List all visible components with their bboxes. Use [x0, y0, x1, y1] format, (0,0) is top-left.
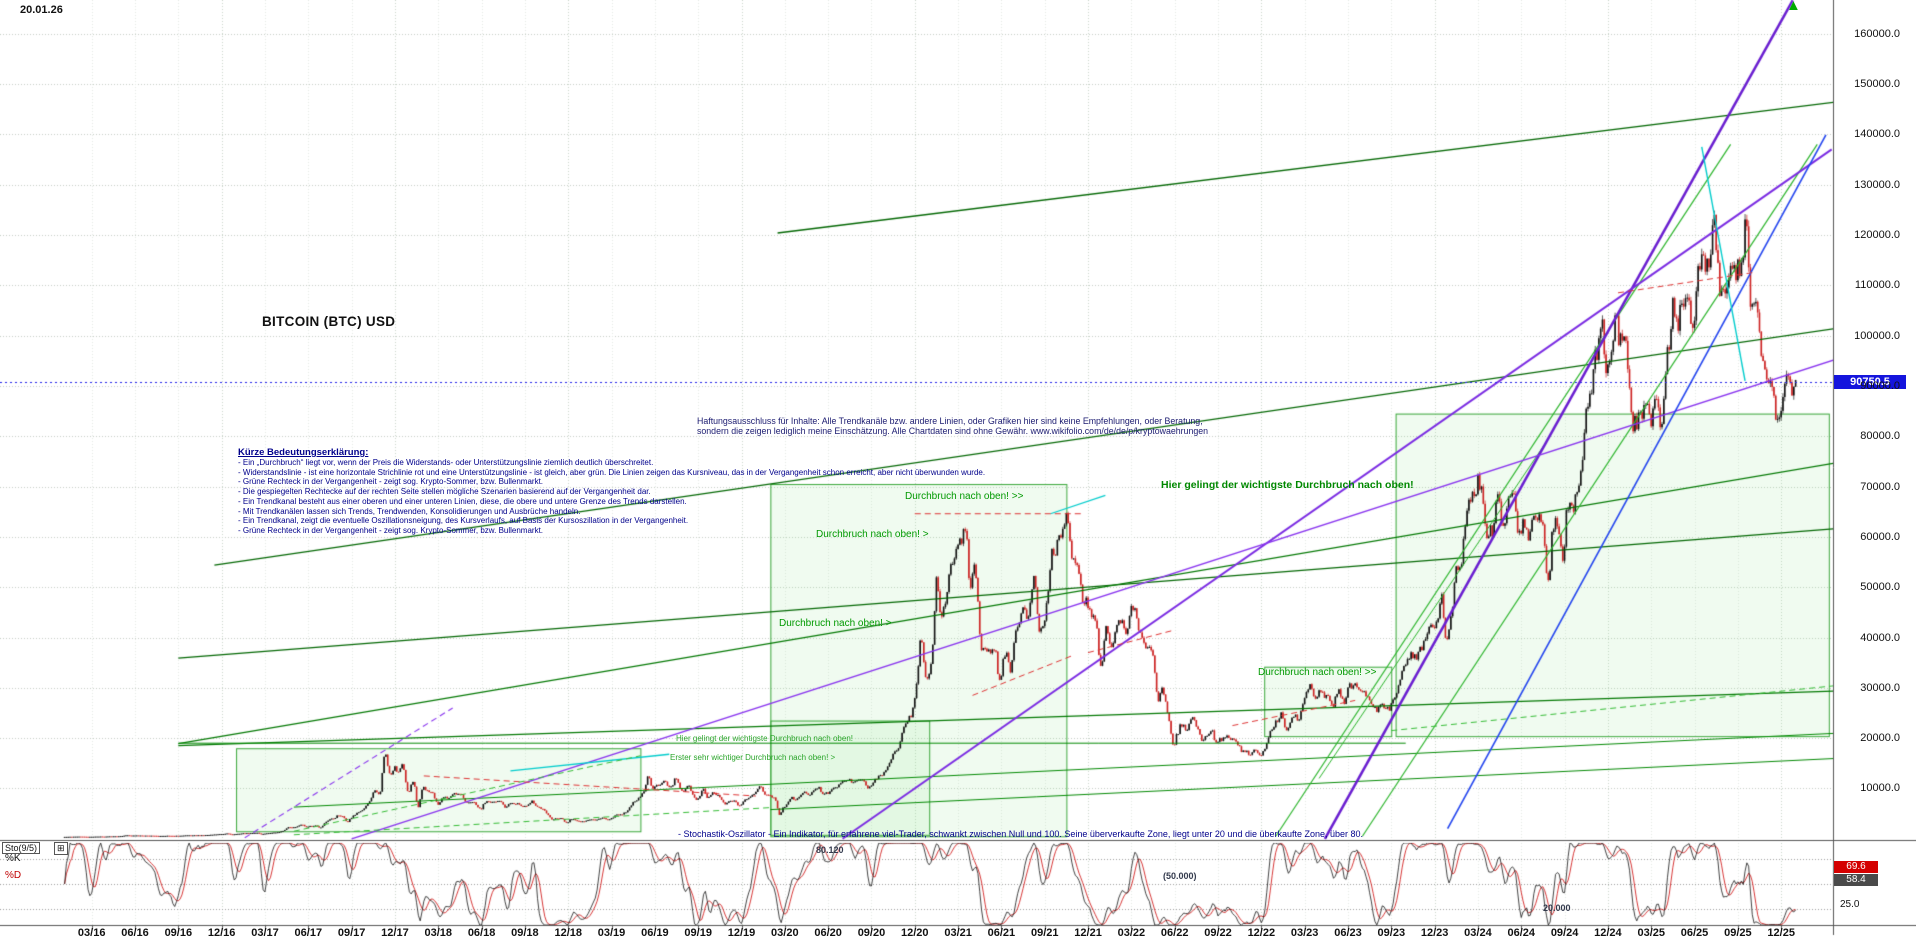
disclaimer-line2: sondern die zeigen lediglich meine Einsc…	[697, 426, 1209, 436]
x-axis-label: 09/16	[164, 927, 193, 939]
x-axis-label: 12/18	[554, 927, 582, 939]
price-axis-label: 20000.0	[1860, 732, 1900, 745]
x-axis-label: 12/25	[1767, 927, 1795, 939]
x-axis-label: 09/23	[1377, 927, 1406, 939]
x-axis-label: 12/24	[1594, 927, 1622, 939]
x-axis-label: 03/17	[251, 927, 279, 939]
x-axis-label: 12/22	[1247, 927, 1276, 939]
x-axis-label: 03/20	[771, 927, 799, 939]
annotation-big: Hier gelingt der wichtigste Durchbruch n…	[1161, 479, 1414, 491]
x-axis-label: 09/21	[1030, 927, 1059, 939]
annotation-db1: Durchbruch nach oben! >>	[905, 491, 1024, 502]
x-axis-label: 03/21	[944, 927, 972, 939]
price-axis-label: 130000.0	[1854, 178, 1900, 191]
x-axis-label: 12/17	[381, 927, 409, 939]
legend-line: - Widerstandslinie - ist eine horizontal…	[238, 467, 986, 477]
x-axis-label: 12/16	[207, 927, 236, 939]
x-axis-label: 06/18	[467, 927, 496, 939]
add-indicator-button[interactable]: ⊞	[54, 842, 68, 855]
x-axis-label: 06/17	[294, 927, 323, 939]
x-axis-label: 03/22	[1117, 927, 1146, 939]
x-axis-label: 06/21	[987, 927, 1016, 939]
x-axis-label: 12/19	[727, 927, 756, 939]
price-axis-label: 60000.0	[1860, 530, 1900, 543]
price-axis-label: 120000.0	[1854, 228, 1900, 241]
price-axis-label: 90000.0	[1860, 379, 1900, 392]
annotation-lvl80: 80.120	[816, 845, 844, 855]
price-axis-label: 110000.0	[1854, 279, 1900, 292]
price-axis-label: 80000.0	[1860, 430, 1900, 443]
x-axis-label: 06/19	[641, 927, 669, 939]
legend-line: - Ein „Durchbruch“ liegt vor, wenn der P…	[238, 458, 654, 467]
x-axis-label: 12/20	[901, 927, 929, 939]
x-axis-label: 09/20	[857, 927, 886, 939]
price-axis-label: 150000.0	[1854, 78, 1900, 90]
price-axis-label: 160000.0	[1854, 27, 1900, 40]
x-axis-label: 09/25	[1724, 927, 1752, 939]
annotation-db4: Durchbruch nach oben! >>	[1258, 667, 1377, 678]
x-axis-label: 12/21	[1074, 927, 1102, 939]
oscillator-scale-label: 25.0	[1840, 899, 1860, 910]
chart-date-label: 20.01.26	[20, 4, 63, 16]
k-line-label: %K	[5, 853, 21, 864]
x-axis-label: 06/25	[1680, 927, 1709, 939]
legend-line: - Die gespiegelten Rechtecke auf der rec…	[238, 487, 651, 497]
k-value-tag: 69.6	[1834, 861, 1878, 873]
x-axis-label: 03/16	[77, 927, 106, 939]
annotation-lvl20: 20.000	[1543, 903, 1571, 913]
current-price-tag: 90750.5	[1834, 375, 1906, 389]
sto-label-text: Sto(9/5)	[5, 843, 38, 853]
price-axis-label: 70000.0	[1860, 480, 1900, 493]
x-axis-label: 12/23	[1420, 927, 1449, 939]
x-axis-label: 06/24	[1507, 927, 1536, 939]
disclaimer-line1: Haftungsausschluss für Inhalte: Alle Tre…	[697, 416, 1203, 426]
annotation-small1: Hier gelingt der wichtigste Durchbruch n…	[676, 734, 853, 743]
x-axis-label: 06/20	[814, 927, 842, 939]
legend-line: - Grüne Rechteck in der Vergangenheit - …	[238, 525, 544, 535]
x-axis-label: 03/24	[1464, 927, 1492, 939]
annotation-small2: Erster sehr wichtiger Durchbruch nach ob…	[670, 753, 836, 762]
legend-line: - Mit Trendkanälen lassen sich Trends, T…	[238, 506, 581, 516]
x-axis-label: 09/18	[511, 927, 539, 939]
annotation-stoch: - Stochastik-Oszillator - Ein Indikator,…	[678, 829, 1364, 839]
annotation-db3: Durchbruch nach oben! >	[779, 618, 892, 629]
x-axis-label: 03/23	[1290, 927, 1319, 939]
x-axis-label: 09/24	[1550, 927, 1579, 939]
price-axis-label: 40000.0	[1860, 631, 1900, 644]
chart-title: BITCOIN (BTC) USD	[262, 314, 396, 329]
stochastic-indicator-label[interactable]: Sto(9/5)	[2, 842, 41, 854]
legend-line: - Ein Trendkanal, zeigt die eventuelle O…	[238, 516, 689, 526]
x-axis-label: 09/17	[337, 927, 366, 939]
price-axis-label: 10000.0	[1860, 782, 1900, 795]
x-axis-label: 09/22	[1204, 927, 1232, 939]
up-arrow-icon: ▲	[1786, 0, 1801, 14]
disclaimer: Haftungsausschluss für Inhalte: Alle Tre…	[697, 416, 1208, 436]
x-axis-label: 06/16	[121, 927, 149, 939]
price-axis-label: 140000.0	[1854, 128, 1900, 141]
x-axis-label: 06/23	[1334, 927, 1362, 939]
legend-title: Kürze Bedeutungserklärung:	[238, 447, 369, 458]
price-axis-label: 50000.0	[1860, 581, 1900, 594]
d-line-label: %D	[5, 870, 22, 881]
price-axis-label: 30000.0	[1860, 681, 1900, 694]
x-axis-label: 03/19	[597, 927, 626, 939]
legend-line: - Ein Trendkanal besteht aus einer obere…	[238, 496, 687, 506]
annotation-db2: Durchbruch nach oben! >	[816, 529, 929, 540]
annotation-lvl50: (50.000)	[1163, 871, 1197, 881]
x-axis-label: 03/25	[1637, 927, 1665, 939]
x-axis-label: 06/22	[1160, 927, 1189, 939]
legend-block: Kürze Bedeutungserklärung: - Ein „Durchb…	[238, 447, 985, 536]
legend-lines: - Ein „Durchbruch“ liegt vor, wenn der P…	[238, 458, 985, 536]
x-axis-label: 03/18	[424, 927, 453, 939]
x-axis-label: 09/19	[684, 927, 712, 939]
price-axis-label: 100000.0	[1854, 329, 1900, 342]
d-value-tag: 58.4	[1834, 874, 1878, 886]
legend-line: - Grüne Rechteck in der Vergangenheit - …	[238, 477, 544, 487]
